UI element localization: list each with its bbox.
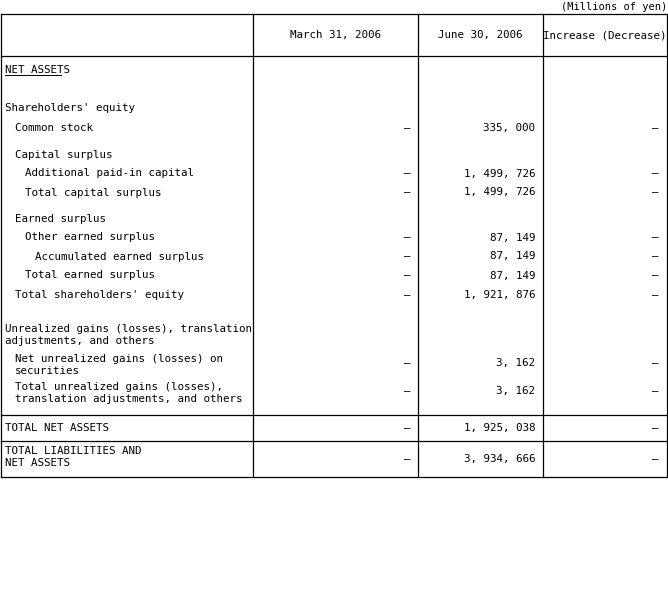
- Text: Earned surplus: Earned surplus: [15, 214, 106, 224]
- Text: –: –: [403, 187, 410, 198]
- Text: 1, 925, 038: 1, 925, 038: [464, 423, 535, 433]
- Text: –: –: [403, 168, 410, 179]
- Text: Other earned surplus: Other earned surplus: [25, 232, 155, 243]
- Text: Unrealized gains (losses), translation: Unrealized gains (losses), translation: [5, 324, 252, 334]
- Text: –: –: [403, 232, 410, 243]
- Text: 335, 000: 335, 000: [483, 123, 535, 133]
- Text: 87, 149: 87, 149: [490, 232, 535, 243]
- Text: –: –: [653, 454, 659, 464]
- Text: March 31, 2006: March 31, 2006: [290, 30, 381, 40]
- Text: June 30, 2006: June 30, 2006: [438, 30, 523, 40]
- Text: Total unrealized gains (losses),: Total unrealized gains (losses),: [15, 382, 223, 392]
- Text: –: –: [653, 386, 659, 396]
- Text: NET ASSETS: NET ASSETS: [5, 458, 70, 468]
- Text: Increase (Decrease): Increase (Decrease): [543, 30, 667, 40]
- Text: TOTAL LIABILITIES AND: TOTAL LIABILITIES AND: [5, 446, 142, 456]
- Text: Total earned surplus: Total earned surplus: [25, 271, 155, 280]
- Text: –: –: [653, 168, 659, 179]
- Text: –: –: [653, 252, 659, 261]
- Text: 87, 149: 87, 149: [490, 271, 535, 280]
- Text: –: –: [653, 423, 659, 433]
- Text: –: –: [403, 252, 410, 261]
- Text: translation adjustments, and others: translation adjustments, and others: [15, 394, 242, 404]
- Text: –: –: [403, 290, 410, 300]
- Text: Total shareholders' equity: Total shareholders' equity: [15, 290, 184, 300]
- Text: –: –: [403, 454, 410, 464]
- Text: –: –: [653, 290, 659, 300]
- Text: (Millions of yen): (Millions of yen): [560, 2, 667, 12]
- Text: Common stock: Common stock: [15, 123, 93, 133]
- Text: –: –: [653, 123, 659, 133]
- Text: –: –: [653, 232, 659, 243]
- Text: –: –: [403, 386, 410, 396]
- Text: NET ASSETS: NET ASSETS: [5, 65, 70, 75]
- Text: 1, 921, 876: 1, 921, 876: [464, 290, 535, 300]
- Text: 87, 149: 87, 149: [490, 252, 535, 261]
- Text: –: –: [403, 423, 410, 433]
- Text: 1, 499, 726: 1, 499, 726: [464, 168, 535, 179]
- Text: –: –: [653, 187, 659, 198]
- Text: Additional paid-in capital: Additional paid-in capital: [25, 168, 194, 179]
- Text: –: –: [653, 271, 659, 280]
- Text: 3, 162: 3, 162: [496, 358, 535, 368]
- Text: –: –: [403, 358, 410, 368]
- Text: –: –: [653, 358, 659, 368]
- Text: Shareholders' equity: Shareholders' equity: [5, 103, 135, 113]
- Text: Total capital surplus: Total capital surplus: [25, 187, 162, 198]
- Text: 3, 162: 3, 162: [496, 386, 535, 396]
- Text: Capital surplus: Capital surplus: [15, 150, 112, 160]
- Text: –: –: [403, 271, 410, 280]
- Text: securities: securities: [15, 366, 80, 376]
- Text: adjustments, and others: adjustments, and others: [5, 336, 154, 346]
- Text: 3, 934, 666: 3, 934, 666: [464, 454, 535, 464]
- Text: TOTAL NET ASSETS: TOTAL NET ASSETS: [5, 423, 109, 433]
- Text: 1, 499, 726: 1, 499, 726: [464, 187, 535, 198]
- Text: Net unrealized gains (losses) on: Net unrealized gains (losses) on: [15, 354, 223, 364]
- Text: –: –: [403, 123, 410, 133]
- Text: Accumulated earned surplus: Accumulated earned surplus: [35, 252, 204, 261]
